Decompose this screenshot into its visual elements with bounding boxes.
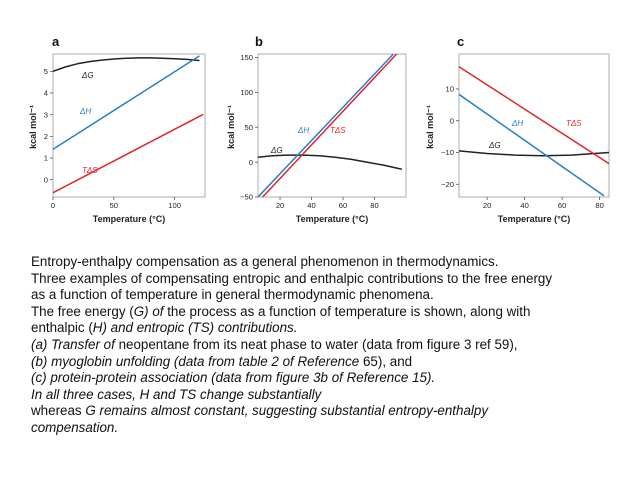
y-tick-label: 10 (446, 85, 454, 94)
caption-line-3: as a function of temperature in general … (31, 287, 631, 304)
caption-line-11: compensation. (31, 420, 631, 437)
figure-caption: Entropy-enthalpy compensation as a gener… (31, 254, 631, 437)
plot-frame (52, 53, 206, 198)
series-label: ΔG (270, 146, 283, 155)
caption-text-italic: (a) Transfer of (31, 336, 119, 352)
y-axis-title: kcal mol⁻¹ (425, 105, 435, 149)
caption-text: The free energy ( (31, 303, 134, 319)
y-tick-label: 2 (44, 132, 48, 141)
series-line-dh (459, 93, 605, 197)
caption-text-italic: (b) myoglobin unfolding (data from table… (31, 353, 363, 369)
y-tick-label: −10 (441, 148, 454, 157)
caption-text: Entropy-enthalpy compensation as a gener… (31, 254, 499, 269)
y-axis-title: kcal mol⁻¹ (226, 105, 236, 149)
y-tick-label: −50 (240, 193, 253, 202)
x-tick-label: 80 (370, 201, 378, 210)
series-line-dh (258, 54, 395, 197)
y-tick-label: 100 (240, 88, 253, 97)
series-label: TΔS (82, 166, 98, 175)
y-tick-label: 4 (44, 89, 48, 98)
series-label: TΔS (330, 126, 346, 135)
x-tick-label: 60 (558, 201, 566, 210)
x-axis-title: Temperature (°C) (93, 214, 165, 224)
x-tick-label: 0 (51, 201, 55, 210)
x-axis-title: Temperature (°C) (296, 214, 368, 224)
x-axis-title: Temperature (°C) (498, 214, 570, 224)
caption-line-8: (c) protein-protein association (data fr… (31, 370, 631, 387)
caption-text-italic: compensation. (31, 419, 119, 435)
series-line-tds (261, 54, 398, 197)
caption-text-italic: (c) protein-protein association (data fr… (31, 370, 436, 386)
series-label: ΔH (79, 107, 91, 116)
plot-frame (458, 53, 610, 198)
y-tick-label: 3 (44, 110, 48, 119)
series-line-dg (53, 57, 200, 73)
series-line-dg (258, 154, 403, 170)
y-tick-label: 50 (245, 123, 253, 132)
y-tick-label: 150 (240, 53, 253, 62)
caption-line-2: Three examples of compensating entropic … (31, 271, 631, 288)
series-line-tds (53, 113, 204, 194)
series-label: ΔG (81, 71, 94, 80)
panel-letter: b (255, 34, 263, 49)
y-tick-label: 1 (44, 154, 48, 163)
series-line-dg (459, 150, 609, 157)
caption-text-italic: G) of (133, 303, 168, 319)
caption-line-1: Entropy-enthalpy compensation as a gener… (31, 254, 631, 271)
caption-text: whereas (31, 403, 86, 419)
x-tick-label: 60 (339, 201, 347, 210)
caption-line-5: enthalpic (H) and entropic (TS) contribu… (31, 320, 631, 337)
y-tick-label: 0 (249, 158, 253, 167)
panel-c: −20 −10 0 10 20 40 60 80 Temperature (°C) kcal mo… (425, 34, 610, 224)
caption-line-9: In all three cases, H and TS change subs… (31, 387, 631, 404)
caption-text: Three examples of compensating entropic … (31, 270, 553, 286)
y-tick-label: 0 (44, 175, 48, 184)
caption-text-italic: H) and entropic (TS) contributions. (92, 320, 298, 336)
x-tick-label: 20 (276, 201, 284, 210)
series-label: ΔH (297, 126, 309, 135)
x-tick-label: 40 (307, 201, 315, 210)
series-label: ΔH (511, 119, 523, 128)
series-line-tds (459, 65, 609, 165)
caption-line-6: (a) Transfer of neopentane from its neat… (31, 337, 631, 354)
caption-text-italic: In all three cases, H and TS change subs… (31, 386, 322, 402)
x-tick-label: 100 (168, 201, 181, 210)
caption-text: enthalpic ( (31, 320, 93, 336)
caption-text: neopentane from its neat phase to water … (118, 336, 518, 352)
caption-line-7: (b) myoglobin unfolding (data from table… (31, 354, 631, 371)
series-line-dh (53, 55, 200, 151)
y-axis-title: kcal mol⁻¹ (28, 105, 38, 149)
x-tick-label: 80 (595, 201, 603, 210)
caption-text: the process as a function of temperature… (167, 303, 531, 319)
panel-letter: c (457, 34, 464, 49)
caption-line-10: whereas G remains almost constant, sugge… (31, 403, 631, 420)
caption-text: as a function of temperature in general … (31, 287, 434, 303)
y-tick-label: −20 (441, 180, 454, 189)
y-tick-label: 0 (450, 116, 454, 125)
caption-line-4: The free energy (G) of the process as a … (31, 304, 631, 321)
x-tick-label: 40 (520, 201, 528, 210)
caption-text: 65), and (362, 353, 413, 369)
plot-frame (257, 53, 407, 198)
y-tick-label: 5 (44, 67, 48, 76)
series-label: TΔS (566, 119, 582, 128)
x-tick-label: 50 (110, 201, 118, 210)
caption-text-italic: G remains almost constant, suggesting su… (85, 403, 489, 419)
x-tick-label: 20 (483, 201, 491, 210)
panel-letter: a (52, 34, 60, 49)
series-label: ΔG (488, 141, 501, 150)
